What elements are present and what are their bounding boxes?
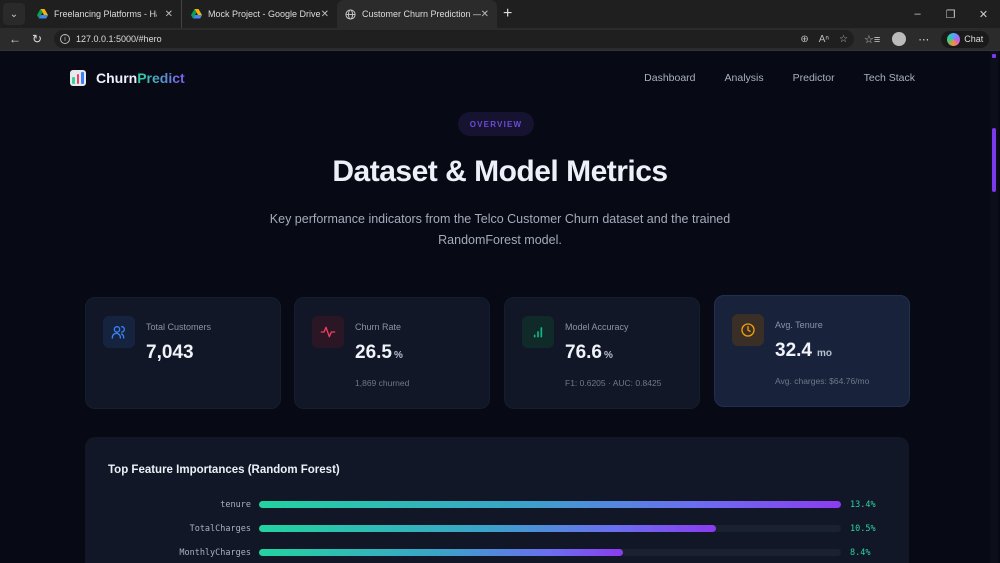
feature-row: TotalCharges 10.5% [85,522,909,536]
feature-importance-panel: Top Feature Importances (Random Forest) … [85,437,909,563]
chevron-down-icon: ⌄ [9,8,19,20]
metric-note: 1,869 churned [355,378,410,388]
activity-icon [312,316,344,348]
profile-avatar[interactable] [892,32,907,46]
brand-logo[interactable]: ChurnPredict [70,70,185,86]
site-navbar: ChurnPredict Dashboard Analysis Predicto… [0,51,1000,107]
bar-chart-logo-icon [70,70,86,86]
nav-link-predictor[interactable]: Predictor [792,72,835,84]
close-window-icon[interactable]: ✕ [978,8,989,21]
browser-tab-2[interactable]: Mock Project - Google Drive ✕ [181,0,337,28]
metric-label: Model Accuracy [565,322,629,332]
metric-value: 32.4 mo [775,340,832,361]
scroll-up-arrow-icon[interactable] [992,54,996,58]
feature-row: tenure 13.4% [85,498,909,512]
copilot-icon [947,32,961,46]
page-title: Dataset & Model Metrics [332,155,668,188]
feature-name: TotalCharges [189,524,251,534]
close-tab-icon[interactable]: ✕ [164,8,173,20]
window-controls: – ❐ ✕ [901,0,1000,28]
metric-card-total-customers: Total Customers 7,043 [85,297,281,409]
address-bar-row: ← ↻ i 127.0.0.1:5000/#hero ⊕ Aⁿ ☆ ☆≡ ⋯ C… [0,28,1000,50]
browser-tab-1[interactable]: Freelancing Platforms - Handout.p ✕ [29,0,181,28]
globe-icon [345,8,356,20]
feature-bar-fill [259,549,623,556]
feature-value: 8.4% [850,548,871,558]
feature-row: MonthlyCharges 8.4% [85,546,909,560]
read-aloud-icon[interactable]: Aⁿ [818,33,830,45]
metric-label: Total Customers [146,322,212,332]
scrollbar-thumb[interactable] [992,128,996,192]
metric-note: F1: 0.6205 · AUC: 0.8425 [565,378,662,388]
page-scrollbar[interactable] [990,51,998,563]
metric-value: 7,043 [146,342,194,363]
google-drive-icon [37,8,48,20]
feature-bar-track [259,525,841,532]
feature-name: tenure [220,500,251,510]
url-text: 127.0.0.1:5000/#hero [76,34,162,44]
tab-title: Freelancing Platforms - Handout.p [54,9,157,19]
metric-label: Avg. Tenure [775,320,823,330]
feature-bar-track [259,549,841,556]
reload-icon[interactable]: ↻ [31,32,43,46]
favorites-list-icon[interactable]: ☆≡ [864,33,881,46]
metric-card-avg-tenure: Avg. Tenure 32.4 mo Avg. charges: $64.76/… [714,295,910,407]
feature-bar-fill [259,501,841,508]
section-badge: OVERVIEW [458,112,534,136]
metric-value: 76.6% [565,342,613,363]
page-viewport: ChurnPredict Dashboard Analysis Predicto… [0,50,1000,563]
feature-bar-fill [259,525,716,532]
metric-card-model-accuracy: Model Accuracy 76.6% F1: 0.6205 · AUC: 0… [504,297,700,409]
chat-label: Chat [964,34,984,44]
google-drive-icon [190,8,202,20]
zoom-icon[interactable]: ⊕ [800,33,809,45]
feature-value: 10.5% [850,524,876,534]
metric-card-churn-rate: Churn Rate 26.5% 1,869 churned [294,297,490,409]
nav-link-analysis[interactable]: Analysis [724,72,764,84]
back-arrow-icon[interactable]: ← [9,32,21,46]
copilot-chat-button[interactable]: Chat [941,30,990,48]
new-tab-button[interactable]: + [503,5,513,22]
minimize-icon[interactable]: – [914,8,921,20]
nav-links: Dashboard Analysis Predictor Tech Stack [644,72,915,84]
tab-title: Mock Project - Google Drive [208,9,321,19]
browser-tab-bar: ⌄ Freelancing Platforms - Handout.p ✕ Mo… [0,0,1000,28]
feature-bar-track [259,501,841,508]
page-subtitle: Key performance indicators from the Telc… [269,212,731,247]
users-icon [103,316,135,348]
browser-tab-3-active[interactable]: Customer Churn Prediction — ML ✕ [337,0,497,28]
restore-icon[interactable]: ❐ [945,8,956,21]
url-field[interactable]: i 127.0.0.1:5000/#hero ⊕ Aⁿ ☆ [54,30,854,48]
feature-name: MonthlyCharges [179,548,251,558]
metric-value: 26.5% [355,342,403,363]
brand-name: ChurnPredict [96,70,185,86]
metric-note: Avg. charges: $64.76/mo [775,376,870,386]
close-tab-icon[interactable]: ✕ [320,8,329,20]
site-info-icon[interactable]: i [60,34,70,44]
more-options-icon[interactable]: ⋯ [918,33,930,46]
panel-title: Top Feature Importances (Random Forest) [108,464,340,476]
bar-chart-icon [522,316,554,348]
tab-title: Customer Churn Prediction — ML [362,9,481,19]
clock-icon [732,314,764,346]
close-tab-icon[interactable]: ✕ [480,8,489,20]
tab-actions-button[interactable]: ⌄ [3,3,25,25]
nav-link-dashboard[interactable]: Dashboard [644,72,696,84]
feature-value: 13.4% [850,500,876,510]
metric-label: Churn Rate [355,322,402,332]
favorite-star-icon[interactable]: ☆ [839,33,848,45]
nav-link-tech-stack[interactable]: Tech Stack [863,72,915,84]
